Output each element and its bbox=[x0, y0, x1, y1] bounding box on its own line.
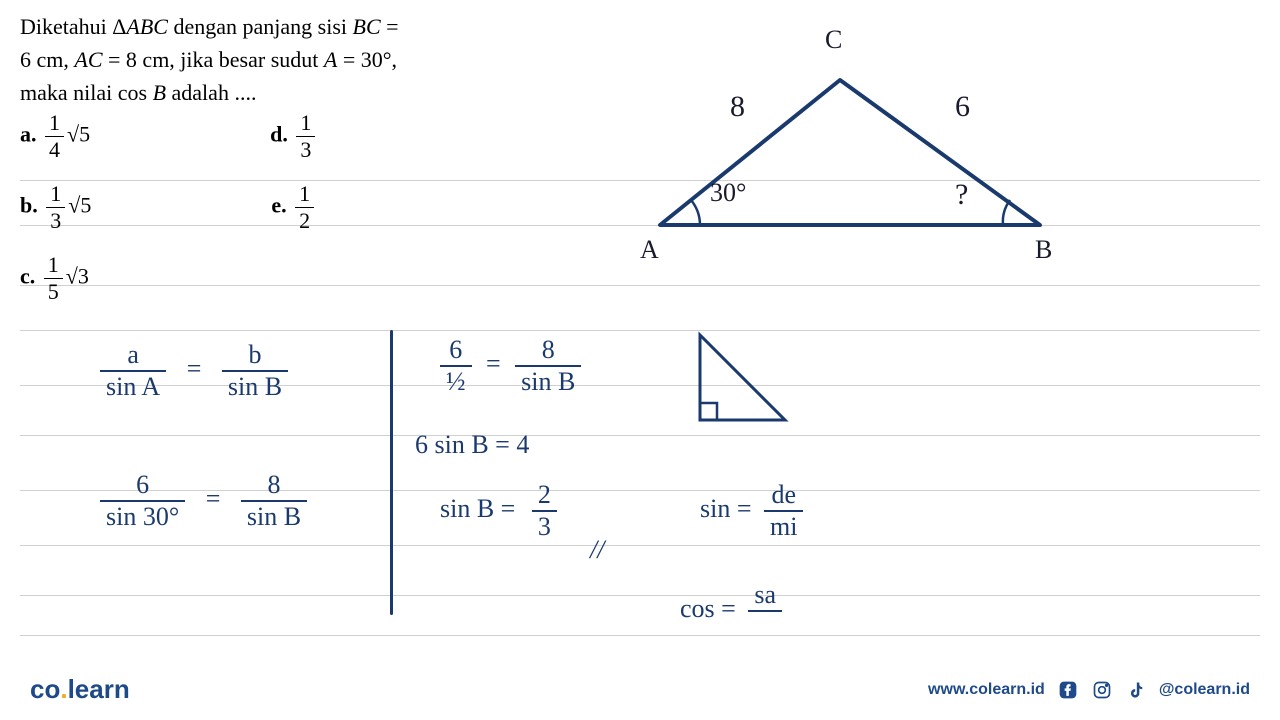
option-label: d. bbox=[270, 122, 288, 147]
triangle-diagram: C A B 8 6 30° ? bbox=[560, 30, 1080, 290]
text: dengan panjang sisi bbox=[168, 14, 353, 39]
angle-a: 30° bbox=[710, 178, 746, 208]
triangle-svg bbox=[560, 30, 1080, 290]
text: adalah .... bbox=[166, 80, 256, 105]
hw-den: sin 30° bbox=[100, 502, 185, 532]
eq2: 6sin 30° = 8sin B bbox=[100, 470, 307, 532]
trig1-lhs: sin = bbox=[700, 494, 752, 523]
trig2-lhs: cos = bbox=[680, 594, 736, 623]
option-label: a. bbox=[20, 122, 37, 147]
eq-sign: = bbox=[187, 354, 202, 383]
tick-mark: // bbox=[590, 535, 604, 565]
option-label: b. bbox=[20, 193, 38, 218]
eq3: 6½ = 8sin B bbox=[440, 335, 581, 397]
hw-den: ½ bbox=[440, 367, 472, 397]
eq5-lhs: sin B = bbox=[440, 494, 515, 523]
vertex-c: C bbox=[825, 25, 842, 55]
sqrt: √3 bbox=[66, 264, 89, 289]
frac-num: 1 bbox=[46, 181, 65, 208]
eq4: 6 sin B = 4 bbox=[415, 430, 529, 460]
frac-den: 3 bbox=[296, 137, 315, 163]
footer-url: www.colearn.id bbox=[928, 681, 1045, 699]
hw-den: sin A bbox=[100, 372, 166, 402]
facebook-icon bbox=[1057, 679, 1079, 701]
eq-sign: = bbox=[486, 349, 501, 378]
hw-den bbox=[748, 612, 782, 642]
hw-num: de bbox=[764, 480, 803, 512]
frac-den: 4 bbox=[45, 137, 64, 163]
side-ac: 8 bbox=[730, 90, 745, 124]
angle-b: ? bbox=[955, 178, 968, 212]
trig-def-sin: sin = demi bbox=[700, 480, 803, 542]
frac-den: 2 bbox=[295, 208, 314, 234]
trig-def-cos: cos = sa bbox=[680, 580, 782, 642]
option-b: b. 13√5 bbox=[20, 181, 91, 234]
hw-num: 8 bbox=[241, 470, 307, 502]
footer-handle: @colearn.id bbox=[1159, 681, 1250, 699]
answer-options: a. 14√5 d. 13 b. 13√5 e. 12 c. 15√3 bbox=[20, 110, 318, 323]
hw-den: mi bbox=[764, 512, 803, 542]
eq5: sin B = 23 bbox=[440, 480, 557, 542]
sqrt: √5 bbox=[67, 122, 90, 147]
option-label: e. bbox=[271, 193, 286, 218]
footer: co.learn www.colearn.id @colearn.id bbox=[0, 674, 1280, 705]
option-d: d. 13 bbox=[270, 110, 318, 163]
text: A bbox=[324, 47, 337, 72]
vertex-b: B bbox=[1035, 235, 1052, 265]
hw-num: 2 bbox=[532, 480, 557, 512]
instagram-icon bbox=[1091, 679, 1113, 701]
vertex-a: A bbox=[640, 235, 659, 265]
text: = bbox=[381, 14, 399, 39]
right-triangle-sketch bbox=[690, 325, 800, 440]
footer-right: www.colearn.id @colearn.id bbox=[928, 679, 1250, 701]
text: Diketahui Δ bbox=[20, 14, 126, 39]
logo-dot: . bbox=[60, 674, 67, 704]
side-bc: 6 bbox=[955, 90, 970, 124]
eq-sign: = bbox=[206, 484, 221, 513]
logo-co: co bbox=[30, 674, 60, 704]
hw-num: 8 bbox=[515, 335, 581, 367]
hw-num: 6 bbox=[440, 335, 472, 367]
hw-num: 6 bbox=[100, 470, 185, 502]
frac-num: 1 bbox=[295, 181, 314, 208]
frac-den: 3 bbox=[46, 208, 65, 234]
frac-num: 1 bbox=[296, 110, 315, 137]
hw-num: b bbox=[222, 340, 288, 372]
hw-den: sin B bbox=[222, 372, 288, 402]
frac-den: 5 bbox=[44, 279, 63, 305]
option-a: a. 14√5 bbox=[20, 110, 90, 163]
eq1: asin A = bsin B bbox=[100, 340, 288, 402]
text: = 8 cm, jika besar sudut bbox=[103, 47, 324, 72]
tiktok-icon bbox=[1125, 679, 1147, 701]
text: = 30°, bbox=[337, 47, 397, 72]
hw-num: a bbox=[100, 340, 166, 372]
text: BC bbox=[353, 14, 381, 39]
frac-num: 1 bbox=[45, 110, 64, 137]
logo-learn: learn bbox=[68, 674, 130, 704]
text: B bbox=[153, 80, 166, 105]
option-c: c. 15√3 bbox=[20, 252, 89, 305]
hw-den: 3 bbox=[532, 512, 557, 542]
text: maka nilai cos bbox=[20, 80, 153, 105]
option-e: e. 12 bbox=[271, 181, 317, 234]
hw-num: sa bbox=[748, 580, 782, 612]
divider-line bbox=[390, 330, 393, 615]
hw-den: sin B bbox=[241, 502, 307, 532]
hw-den: sin B bbox=[515, 367, 581, 397]
text: AC bbox=[74, 47, 102, 72]
problem-statement: Diketahui ΔABC dengan panjang sisi BC = … bbox=[20, 10, 510, 109]
frac-num: 1 bbox=[44, 252, 63, 279]
text: 6 cm, bbox=[20, 47, 74, 72]
text: ABC bbox=[126, 14, 168, 39]
logo: co.learn bbox=[30, 674, 130, 705]
option-label: c. bbox=[20, 264, 35, 289]
sqrt: √5 bbox=[68, 193, 91, 218]
